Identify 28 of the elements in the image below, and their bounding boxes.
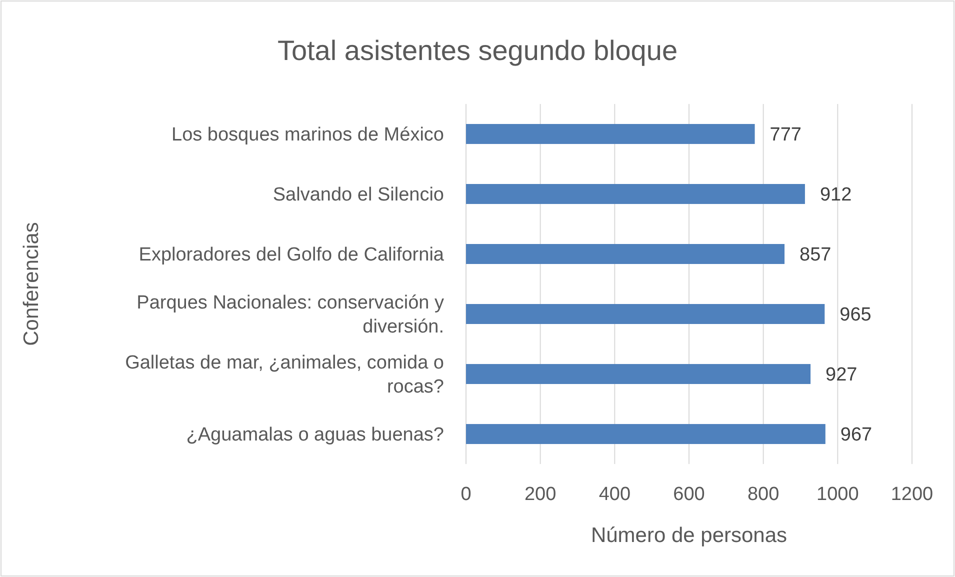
y-tick-label: ¿Aguamalas o aguas buenas? — [186, 424, 444, 446]
y-tick-label: Los bosques marinos de México — [172, 124, 444, 146]
data-label: 777 — [770, 124, 802, 146]
bar — [466, 244, 785, 264]
data-label: 857 — [800, 244, 832, 266]
x-tick-label: 200 — [524, 484, 556, 505]
data-label: 912 — [820, 184, 852, 206]
data-label: 967 — [840, 424, 872, 446]
bar — [466, 364, 811, 384]
data-label: 927 — [826, 364, 858, 386]
y-tick-label: Salvando el Silencio — [272, 184, 444, 206]
x-tick-label: 1200 — [890, 484, 934, 505]
y-tick-label: Exploradores del Golfo de California — [138, 244, 444, 266]
y-axis-title: Conferencias — [20, 222, 43, 346]
x-tick-label: 1000 — [816, 484, 859, 505]
y-tick-label: Galletas de mar, ¿animales, comida o rocas? — [125, 352, 444, 398]
x-tick-label: 800 — [747, 484, 780, 505]
x-axis-title: Número de personas — [590, 524, 788, 547]
data-label: 965 — [840, 304, 872, 326]
bar — [466, 424, 826, 444]
chart-title: Total asistentes segundo bloque — [277, 35, 678, 66]
x-tick-label: 600 — [673, 484, 705, 505]
y-tick-label: Parques Nacionales: conservación y diversión. — [136, 292, 444, 338]
x-tick-label: 400 — [598, 484, 631, 505]
bar — [466, 184, 805, 204]
x-tick-label: 0 — [460, 484, 472, 505]
bar — [466, 124, 755, 144]
bar — [466, 304, 825, 324]
